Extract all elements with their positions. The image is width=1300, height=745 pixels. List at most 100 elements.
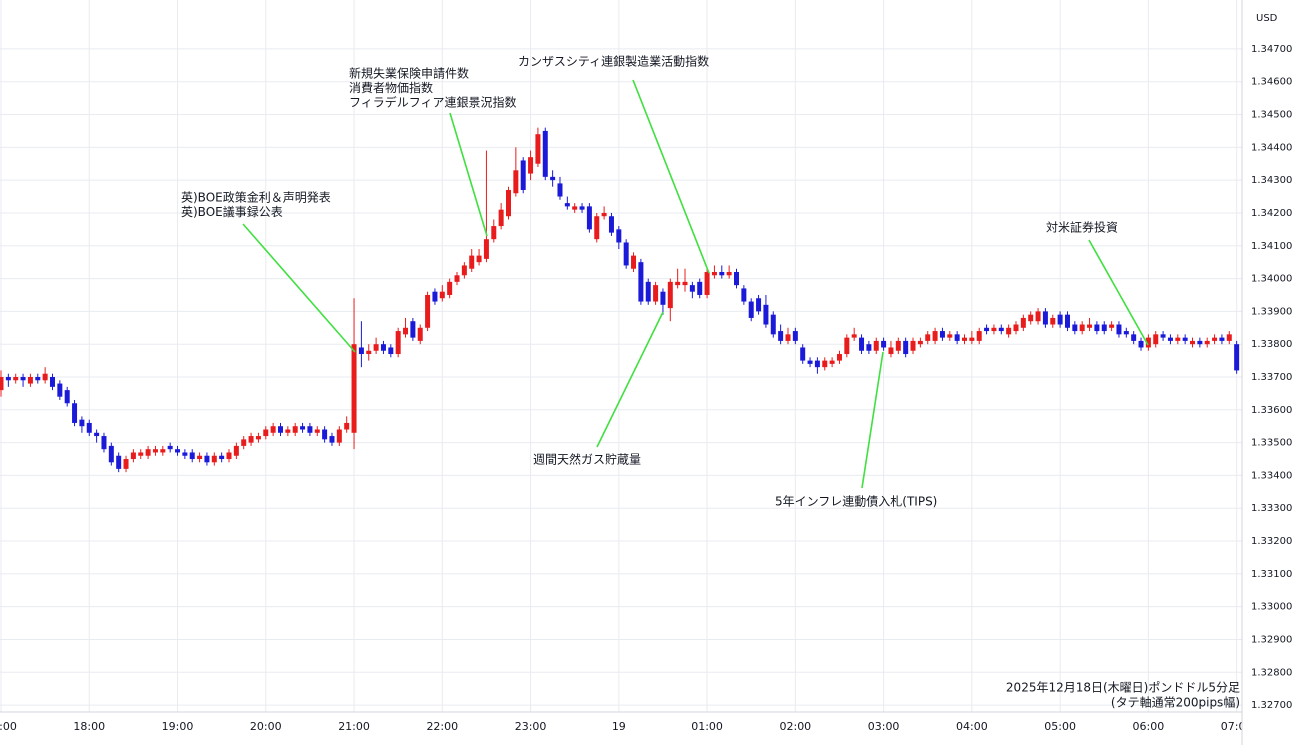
candle-body [86,422,92,433]
candle-body [594,216,600,240]
candle-body [425,294,431,328]
candle-body [917,340,923,345]
candle-body [947,334,953,338]
candle-body [704,272,710,295]
candle-body [586,206,592,230]
candle-body [1094,324,1100,332]
candle-body [197,455,203,460]
candle-body [1079,324,1085,332]
candle-body [395,331,401,355]
candle-body [836,354,842,361]
candle-body [167,445,173,450]
candle-body [932,331,938,341]
candle-body [263,429,269,437]
candle-body [719,272,725,276]
candle-body [1042,311,1048,325]
candle-body [564,203,570,207]
candle-body [1145,337,1151,348]
annotation-text: 5年インフレ連動債入札(TIPS) [775,494,937,509]
candle-body [248,436,254,443]
candle-body [233,445,239,456]
candle-body [925,334,931,341]
y-tick-label: 1.33400 [1251,470,1292,481]
candle-body [1234,344,1240,371]
candle-body [579,206,585,210]
candle-body [1064,314,1070,328]
candle-body [844,337,850,355]
candle-body [20,376,26,381]
candle-body [631,255,637,269]
candle-body [1160,334,1166,338]
candle-body [910,340,916,351]
y-tick-label: 1.32700 [1251,700,1292,711]
candle-body [638,262,644,302]
candle-body [42,373,48,381]
candle-body [903,340,909,355]
annotation-text: フィラデルフィア連銀景況指数 [349,95,517,110]
candle-body [535,134,541,164]
candle-body [49,376,55,387]
y-tick-label: 1.33900 [1251,306,1292,317]
candle-body [5,376,11,381]
candle-body [881,340,887,348]
candle-body [984,327,990,332]
candle-body [1072,324,1078,332]
candle-body [505,189,511,217]
candle-body [123,459,129,469]
candle-body [785,334,791,341]
y-tick-label: 1.34600 [1251,77,1292,88]
candle-body [476,255,482,263]
candle-body [814,360,820,368]
candle-body [1057,314,1063,325]
candle-body [351,344,357,433]
candle-body [822,360,828,368]
x-tick-label: 19 [612,720,626,733]
candle-body [1167,337,1173,341]
y-tick-label: 1.33500 [1251,438,1292,449]
annotation-line [1088,239,1149,346]
y-tick-label: 1.33800 [1251,339,1292,350]
candle-body [800,347,806,361]
candle-body [1226,334,1232,341]
candle-body [454,275,460,282]
candle-body [520,160,526,190]
x-tick-label: 01:00 [691,720,723,733]
candle-body [653,285,659,302]
candle-body [601,212,607,217]
candle-body [866,344,872,351]
candle-body [608,216,614,233]
candle-body [1197,340,1203,345]
candle-body [1204,340,1210,345]
candle-body [851,334,857,338]
candle-body [1182,337,1188,341]
candle-body [748,301,754,318]
candle-body [1087,324,1093,328]
candle-body [491,226,497,240]
y-tick-label: 1.34100 [1251,241,1292,252]
candle-body [513,170,519,194]
candle-body [697,281,703,295]
candle-body [1101,324,1107,332]
candle-body [528,157,534,174]
candle-body [689,285,695,292]
candle-body [1035,311,1041,322]
candle-body [175,449,181,453]
candle-body [1013,324,1019,332]
candle-body [366,350,372,355]
candle-body [498,209,504,227]
footnote: (タテ軸通常200pips幅) [1111,695,1240,710]
candle-body [380,344,386,351]
candle-body [130,452,136,460]
candle-body [873,340,879,351]
candle-body [189,452,195,460]
candle-body [550,176,556,181]
candle-body [976,331,982,341]
candle-body [969,337,975,341]
candle-body [623,242,629,266]
candle-body [101,436,107,450]
candle-body [138,452,144,456]
candle-body [277,426,283,433]
x-tick-label: 05:00 [1044,720,1076,733]
candle-body [939,331,945,338]
x-tick-label: 06:00 [1133,720,1165,733]
